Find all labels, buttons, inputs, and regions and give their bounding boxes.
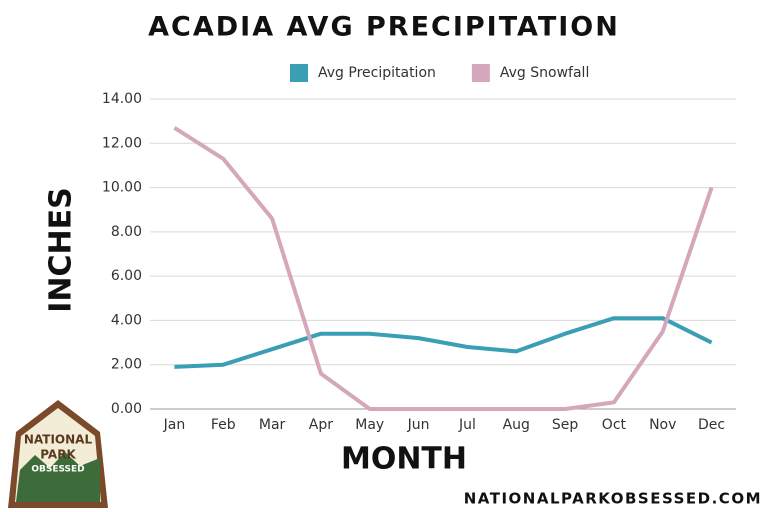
y-tick-label: 12.00 <box>102 135 142 151</box>
x-tick-label: Sep <box>552 417 579 433</box>
y-tick-label: 2.00 <box>111 357 142 373</box>
footer-url: NATIONALPARKOBSESSED.COM <box>464 490 762 508</box>
x-tick-label: Oct <box>602 417 627 433</box>
legend-label: Avg Precipitation <box>318 65 436 81</box>
x-tick-label: Jul <box>458 417 476 433</box>
logo-text: NATIONAL <box>24 433 93 447</box>
x-tick-label: Nov <box>649 417 676 433</box>
logo: NATIONAL PARK OBSESSED <box>8 400 108 508</box>
y-tick-label: 0.00 <box>111 401 142 417</box>
logo-text: OBSESSED <box>31 465 84 475</box>
logo-text: PARK <box>40 448 76 462</box>
x-tick-label: Apr <box>309 417 333 433</box>
y-tick-label: 8.00 <box>111 224 142 240</box>
series-line <box>173 126 714 411</box>
x-axis-label: MONTH <box>341 442 467 477</box>
legend-swatch <box>471 64 490 82</box>
y-tick-label: 4.00 <box>111 312 142 328</box>
y-tick-label: 10.00 <box>102 180 142 196</box>
y-tick-label: 14.00 <box>102 91 142 107</box>
logo-trees <box>16 452 100 502</box>
x-tick-label: Jan <box>163 417 186 433</box>
x-tick-label: Mar <box>259 417 286 433</box>
legend-label: Avg Snowfall <box>500 65 589 81</box>
x-tick-label: Dec <box>698 417 725 433</box>
y-tick-label: 6.00 <box>111 268 142 284</box>
chart-title: ACADIA AVG PRECIPITATION <box>148 12 620 43</box>
y-axis-label: INCHES <box>44 187 79 313</box>
series-line <box>174 316 713 369</box>
legend-swatch <box>290 64 308 82</box>
x-tick-label: Feb <box>211 417 236 433</box>
x-tick-label: Aug <box>503 417 530 433</box>
x-tick-label: Jun <box>407 417 430 433</box>
x-tick-label: May <box>355 417 384 433</box>
